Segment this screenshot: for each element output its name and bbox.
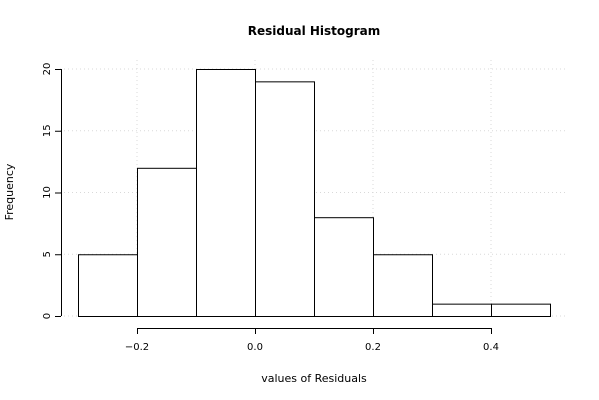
histogram-bar-1 [137,167,197,317]
y-tick-label-2: 10 [42,186,53,199]
x-tick-label-0: −0.2 [125,342,149,353]
x-tick-label-1: 0.0 [247,342,263,353]
x-tick-label-2: 0.2 [365,342,381,353]
x-axis-label: values of Residuals [261,372,367,385]
histogram-bar-4 [314,217,374,317]
histogram-bar-7 [491,303,551,317]
histogram-bar-0 [78,254,138,317]
y-tick-label-1: 5 [42,251,53,257]
y-tick-label-3: 15 [42,124,53,137]
bars [78,69,551,317]
y-tick-label-0: 0 [42,313,53,319]
y-tick-label-4: 20 [42,63,53,76]
histogram-bar-5 [373,254,433,317]
y-axis-label: Frequency [3,163,16,220]
chart-title: Residual Histogram [248,24,381,38]
x-axis: −0.2 0.0 0.2 0.4 [125,328,499,353]
histogram-bar-3 [255,81,315,317]
y-axis: 0 5 10 15 20 [42,63,62,319]
histogram-bar-2 [196,69,256,317]
x-tick-label-3: 0.4 [483,342,499,353]
histogram-bar-6 [432,303,492,317]
